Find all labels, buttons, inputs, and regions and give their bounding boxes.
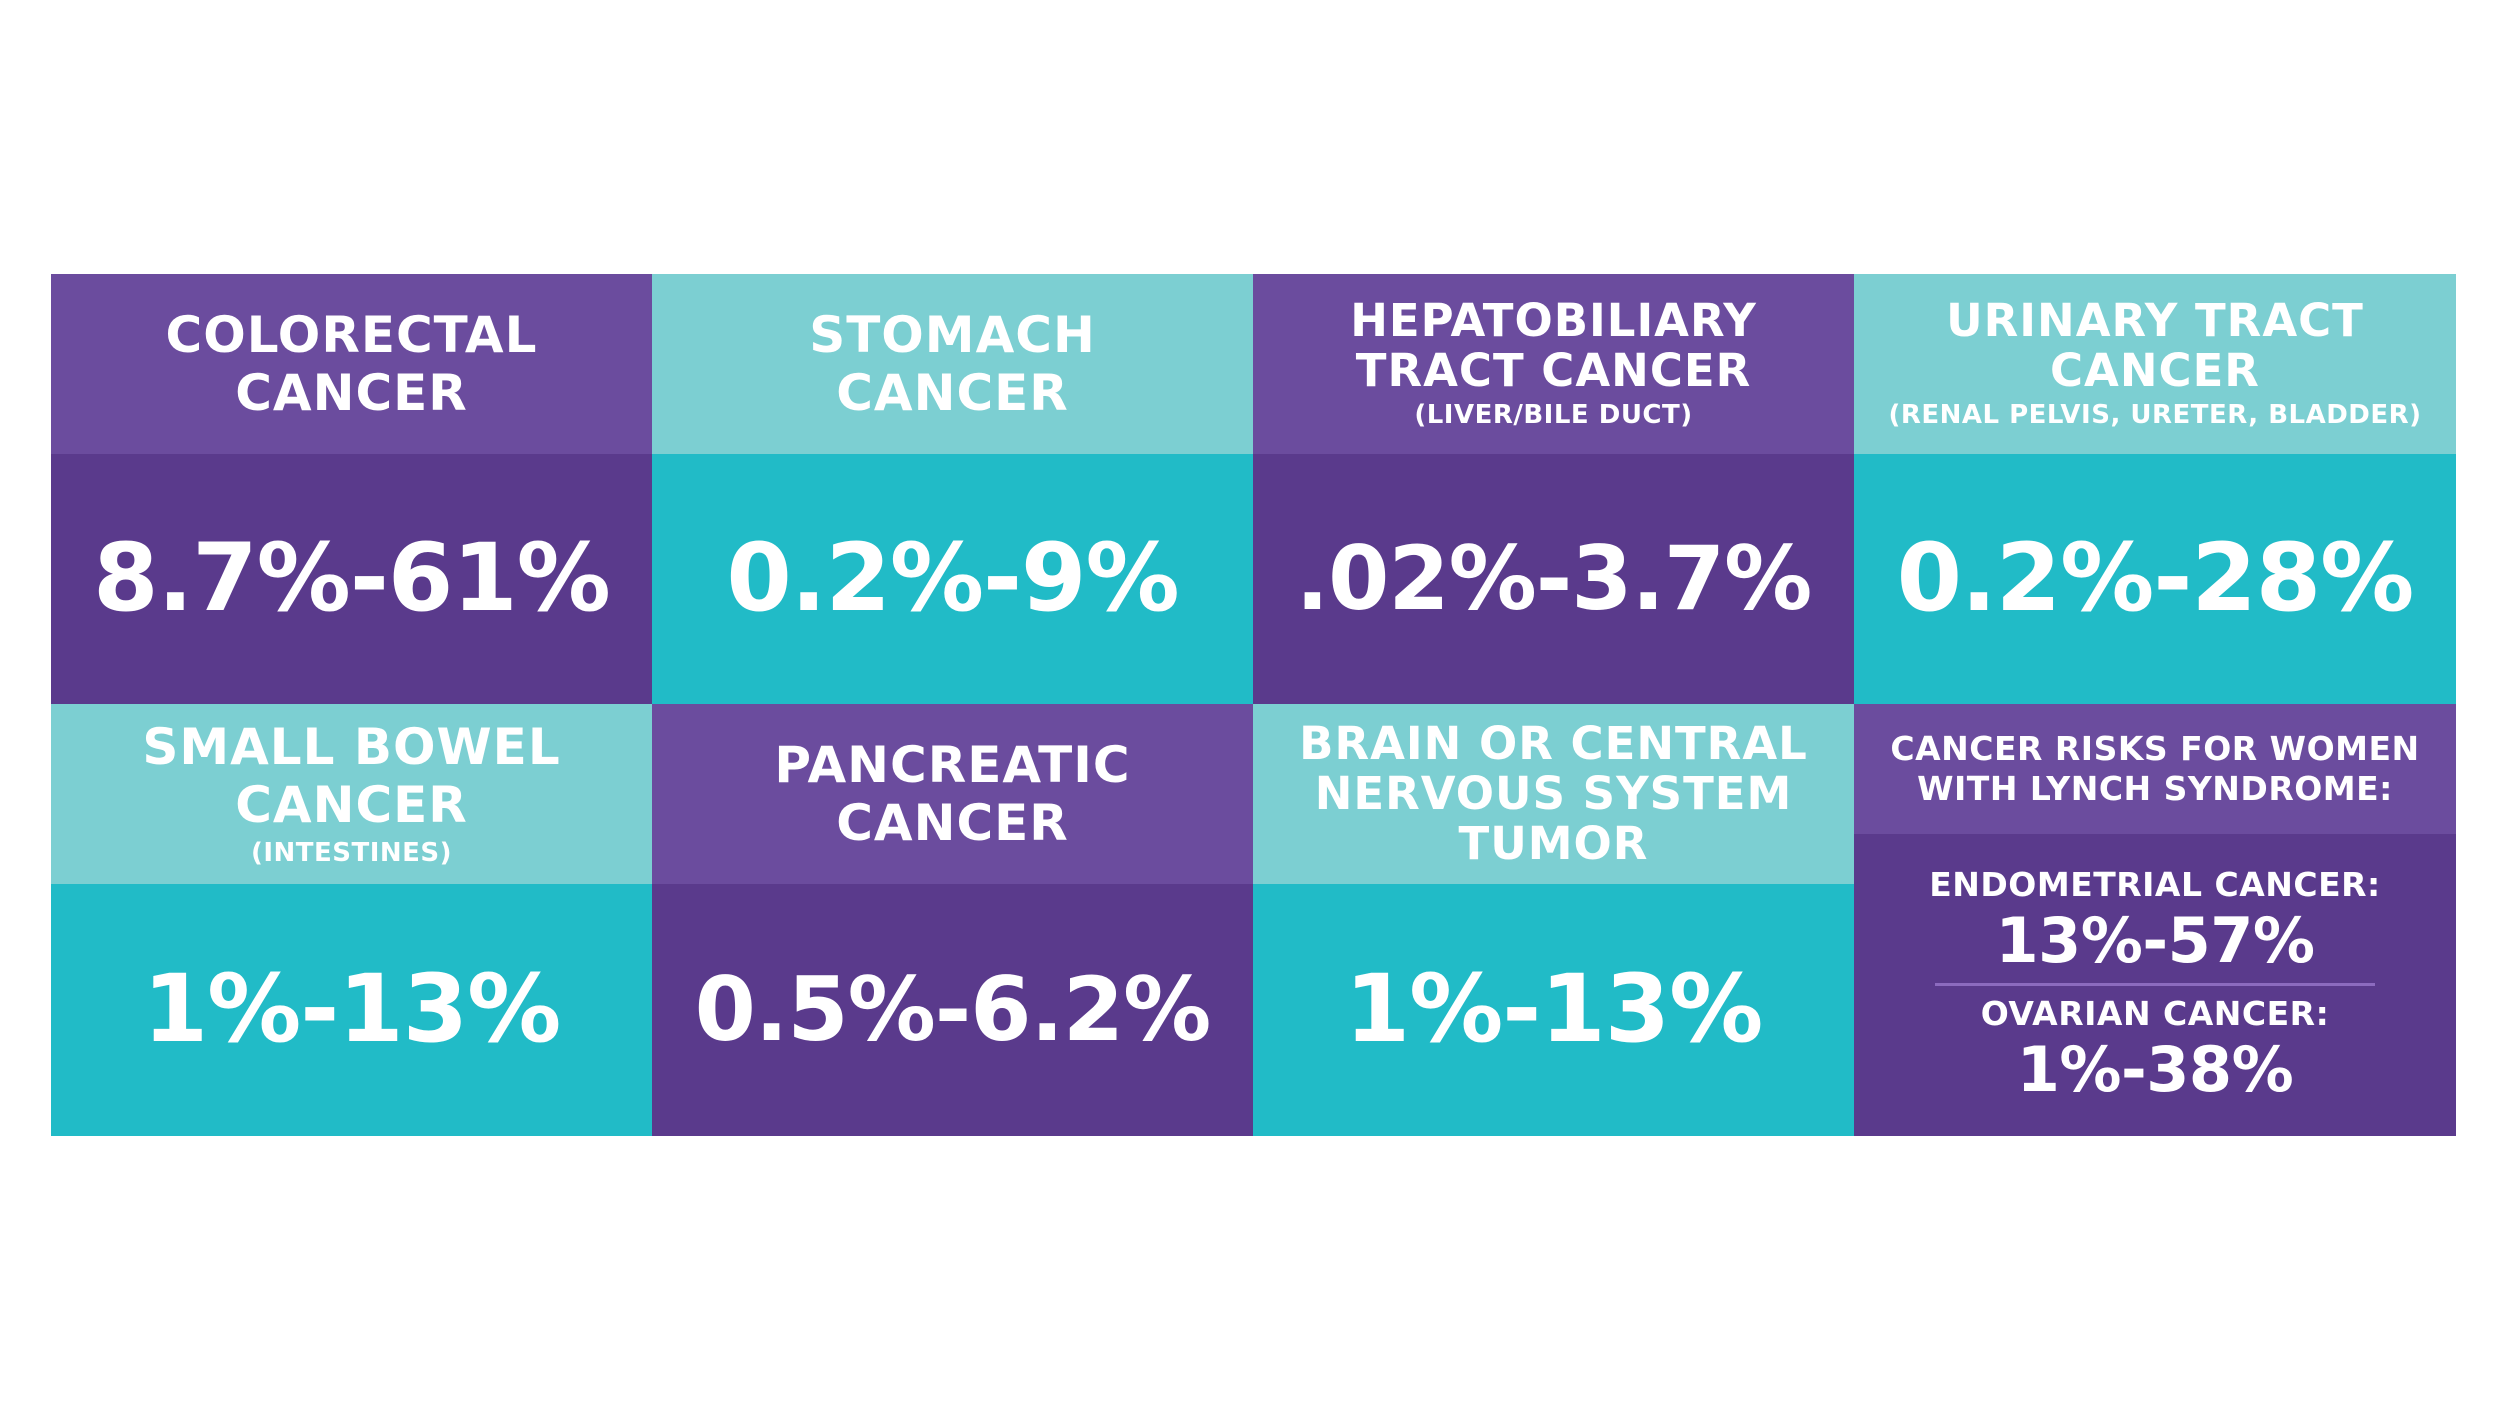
- pancreatic-label-cell: PANCREATIC CANCER: [652, 704, 1253, 884]
- women-risks-body: ENDOMETRIAL CANCER: 13%-57% OVARIAN CANC…: [1854, 834, 2456, 1136]
- urinary-risk-value: 0.2%-28%: [1896, 524, 2415, 633]
- small-bowel-risk-value: 1%-13%: [142, 955, 562, 1064]
- pancreatic-risk-value: 0.5%-6.2%: [694, 958, 1212, 1061]
- hepatobiliary-sublabel: (LIVER/BILE DUCT): [1414, 400, 1693, 430]
- urinary-sublabel: (RENAL PELVIS, URETER, BLADDER): [1888, 400, 2422, 430]
- women-risks-header-line1: CANCER RISKS FOR WOMEN: [1890, 729, 2420, 768]
- stomach-value-cell: 0.2%-9%: [652, 454, 1253, 704]
- urinary-label-cell: URINARY TRACT CANCER (RENAL PELVIS, URET…: [1854, 274, 2456, 454]
- colorectal-label-line1: COLORECTAL: [165, 306, 538, 364]
- women-risks-divider: [1935, 982, 2375, 986]
- brain-label-line1: BRAIN OR CENTRAL: [1299, 717, 1808, 770]
- colorectal-label-line2: CANCER: [235, 364, 468, 422]
- brain-risk-value: 1%-13%: [1344, 955, 1764, 1064]
- ovarian-risk-value: 1%-38%: [2016, 1032, 2294, 1106]
- small-bowel-label-cell: SMALL BOWEL CANCER (INTESTINES): [51, 704, 652, 884]
- women-risks-header: CANCER RISKS FOR WOMEN WITH LYNCH SYNDRO…: [1854, 704, 2456, 834]
- stomach-label-line2: CANCER: [836, 364, 1069, 422]
- small-bowel-sublabel: (INTESTINES): [250, 838, 453, 868]
- pancreatic-label-line2: CANCER: [836, 794, 1069, 852]
- women-risks-header-line2: WITH LYNCH SYNDROME:: [1917, 769, 2393, 808]
- endometrial-risk-value: 13%-57%: [1995, 903, 2315, 977]
- stomach-risk-value: 0.2%-9%: [726, 524, 1179, 633]
- cancer-risk-grid: COLORECTAL CANCER STOMACH CANCER HEPATOB…: [51, 274, 2456, 1136]
- brain-label-cell: BRAIN OR CENTRAL NERVOUS SYSTEM TUMOR: [1253, 704, 1854, 884]
- urinary-label-line2: CANCER: [2050, 344, 2260, 397]
- brain-label-line2: NERVOUS SYSTEM: [1314, 767, 1793, 820]
- ovarian-label: OVARIAN CANCER:: [1980, 993, 2330, 1033]
- colorectal-value-cell: 8.7%-61%: [51, 454, 652, 704]
- pancreatic-label-line1: PANCREATIC: [774, 736, 1131, 794]
- brain-value-cell: 1%-13%: [1253, 884, 1854, 1136]
- pancreatic-value-cell: 0.5%-6.2%: [652, 884, 1253, 1136]
- small-bowel-value-cell: 1%-13%: [51, 884, 652, 1136]
- urinary-label-line1: URINARY TRACT: [1946, 294, 2364, 347]
- small-bowel-label-line2: CANCER: [235, 776, 468, 834]
- small-bowel-label-line1: SMALL BOWEL: [142, 718, 561, 776]
- colorectal-risk-value: 8.7%-61%: [93, 524, 611, 633]
- endometrial-label: ENDOMETRIAL CANCER:: [1929, 864, 2381, 904]
- hepatobiliary-label-line2: TRACT CANCER: [1355, 344, 1752, 397]
- stomach-label-line1: STOMACH: [809, 306, 1096, 364]
- hepatobiliary-label-line1: HEPATOBILIARY: [1350, 294, 1757, 347]
- hepatobiliary-risk-value: .02%-3.7%: [1295, 527, 1813, 630]
- hepatobiliary-label-cell: HEPATOBILIARY TRACT CANCER (LIVER/BILE D…: [1253, 274, 1854, 454]
- colorectal-label-cell: COLORECTAL CANCER: [51, 274, 652, 454]
- brain-label-line3: TUMOR: [1458, 817, 1649, 870]
- hepatobiliary-value-cell: .02%-3.7%: [1253, 454, 1854, 704]
- stomach-label-cell: STOMACH CANCER: [652, 274, 1253, 454]
- urinary-value-cell: 0.2%-28%: [1854, 454, 2456, 704]
